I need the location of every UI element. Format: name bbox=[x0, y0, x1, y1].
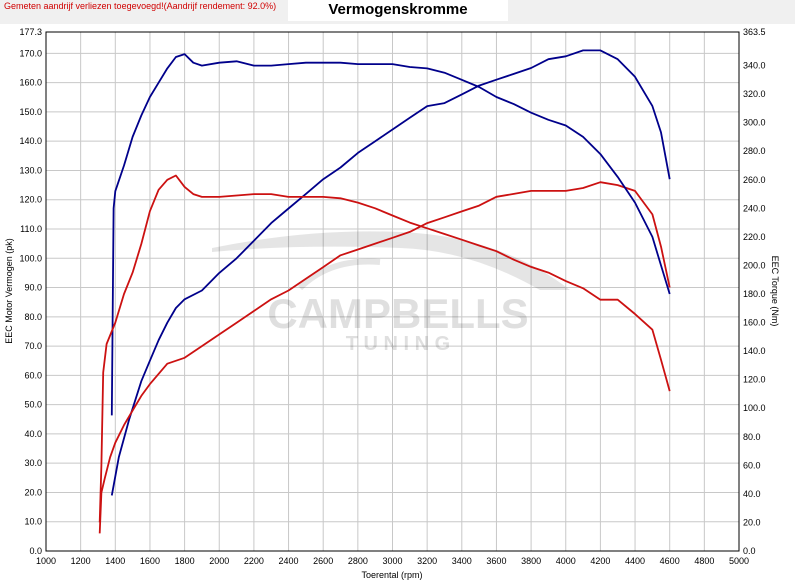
campbells-tuning-watermark: CAMPBELLS T U N I N G bbox=[212, 231, 570, 355]
left-y-tick-label: 0.0 bbox=[29, 546, 42, 556]
left-y-tick-label: 40.0 bbox=[24, 429, 42, 439]
right-y-tick-label: 220.0 bbox=[743, 232, 766, 242]
x-tick-label: 2600 bbox=[313, 556, 333, 566]
x-tick-label: 3400 bbox=[452, 556, 472, 566]
right-y-tick-label: 80.0 bbox=[743, 432, 761, 442]
right-y-tick-label: 180.0 bbox=[743, 289, 766, 299]
right-y-tick-label: 200.0 bbox=[743, 260, 766, 270]
power-before-line bbox=[98, 181, 671, 534]
x-tick-label: 3600 bbox=[486, 556, 506, 566]
x-axis-label: Toerental (rpm) bbox=[361, 570, 422, 580]
x-tick-label: 1600 bbox=[140, 556, 160, 566]
right-y-tick-label: 363.5 bbox=[743, 27, 766, 37]
x-tick-label: 2000 bbox=[209, 556, 229, 566]
right-y-tick-label: 0.0 bbox=[743, 546, 756, 556]
right-y-tick-label: 20.0 bbox=[743, 517, 761, 527]
right-y-tick-label: 280.0 bbox=[743, 146, 766, 156]
left-y-tick-label: 30.0 bbox=[24, 458, 42, 468]
left-y-tick-label: 50.0 bbox=[24, 400, 42, 410]
right-y-tick-label: 40.0 bbox=[743, 489, 761, 499]
data-series bbox=[98, 49, 671, 534]
left-y-axis-ticks: 0.0 10.0 20.0 30.0 40.0 50.0 60.0 70.0 80.0 90.0 1… bbox=[19, 27, 42, 556]
right-y-axis-label: EEC Torque (Nm) bbox=[770, 256, 780, 327]
right-y-tick-label: 300.0 bbox=[743, 118, 766, 128]
watermark-word-campbells: CAMPBELLS bbox=[267, 290, 528, 337]
right-y-tick-label: 240.0 bbox=[743, 203, 766, 213]
x-tick-label: 3000 bbox=[382, 556, 402, 566]
chart-title: Vermogenskromme bbox=[288, 0, 508, 21]
drivetrain-loss-notice: Gemeten aandrijf verliezen toegevoegd!(A… bbox=[4, 1, 277, 11]
left-y-tick-label: 177.3 bbox=[19, 27, 42, 37]
right-y-tick-label: 160.0 bbox=[743, 318, 766, 328]
right-y-tick-label: 100.0 bbox=[743, 403, 766, 413]
x-tick-label: 4600 bbox=[660, 556, 680, 566]
x-tick-label: 4400 bbox=[625, 556, 645, 566]
x-tick-label: 4800 bbox=[694, 556, 714, 566]
left-y-tick-label: 70.0 bbox=[24, 341, 42, 351]
left-y-tick-label: 170.0 bbox=[19, 48, 42, 58]
x-tick-label: 3800 bbox=[521, 556, 541, 566]
x-axis-ticks: 1000 1200 1400 1600 1800 2000 2200 2400 2600 2800… bbox=[36, 556, 749, 566]
left-y-tick-label: 130.0 bbox=[19, 165, 42, 175]
left-y-axis-label: EEC Motor Vermogen (pk) bbox=[4, 238, 14, 344]
grid-lines bbox=[45, 32, 740, 552]
torque-after-line bbox=[110, 53, 671, 416]
left-y-tick-label: 100.0 bbox=[19, 253, 42, 263]
right-y-tick-label: 260.0 bbox=[743, 175, 766, 185]
right-y-tick-label: 60.0 bbox=[743, 460, 761, 470]
x-tick-label: 3200 bbox=[417, 556, 437, 566]
x-tick-label: 1400 bbox=[105, 556, 125, 566]
left-y-tick-label: 10.0 bbox=[24, 517, 42, 527]
x-tick-label: 5000 bbox=[729, 556, 749, 566]
left-y-tick-label: 90.0 bbox=[24, 283, 42, 293]
left-y-tick-label: 20.0 bbox=[24, 487, 42, 497]
left-y-tick-label: 140.0 bbox=[19, 136, 42, 146]
right-y-tick-label: 340.0 bbox=[743, 61, 766, 71]
x-tick-label: 2800 bbox=[348, 556, 368, 566]
left-y-tick-label: 150.0 bbox=[19, 107, 42, 117]
x-tick-label: 4200 bbox=[590, 556, 610, 566]
x-tick-label: 1200 bbox=[71, 556, 91, 566]
right-y-tick-label: 120.0 bbox=[743, 375, 766, 385]
watermark-word-tuning: T U N I N G bbox=[346, 333, 450, 355]
left-y-tick-label: 160.0 bbox=[19, 78, 42, 88]
x-tick-label: 4000 bbox=[556, 556, 576, 566]
x-tick-label: 1800 bbox=[175, 556, 195, 566]
left-y-tick-label: 60.0 bbox=[24, 370, 42, 380]
left-y-tick-label: 80.0 bbox=[24, 312, 42, 322]
right-y-tick-label: 140.0 bbox=[743, 346, 766, 356]
x-tick-label: 1000 bbox=[36, 556, 56, 566]
power-after-line bbox=[110, 49, 671, 496]
x-tick-label: 2200 bbox=[244, 556, 264, 566]
right-y-tick-label: 320.0 bbox=[743, 89, 766, 99]
left-y-tick-label: 120.0 bbox=[19, 195, 42, 205]
torque-before-line bbox=[98, 174, 671, 523]
x-tick-label: 2400 bbox=[279, 556, 299, 566]
watermark-car-arc bbox=[297, 258, 381, 291]
right-y-axis-ticks: 0.0 20.0 40.0 60.0 80.0 100.0 120.0 140.0 160.0 1… bbox=[743, 27, 766, 556]
left-y-tick-label: 110.0 bbox=[20, 224, 42, 234]
plot-border bbox=[45, 31, 740, 552]
